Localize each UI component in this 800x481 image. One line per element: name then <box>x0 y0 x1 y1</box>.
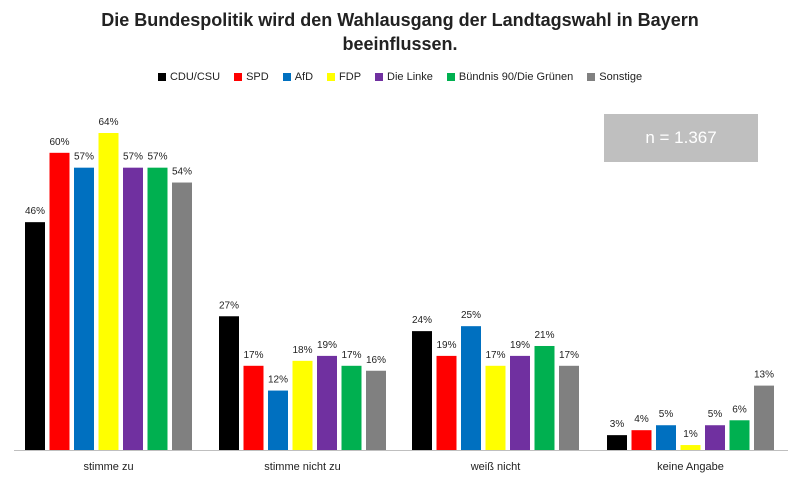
value-label-b-ndnis-90-die-gr-nen-keine-angabe: 6% <box>732 404 747 415</box>
bar-spd-stimme-zu <box>49 152 70 450</box>
legend-item-spd: SPD <box>234 71 269 83</box>
bar-die-linke-wei-nicht <box>510 355 530 450</box>
bar-afd-wei-nicht <box>461 326 481 450</box>
bar-spd-keine-angabe <box>631 430 652 450</box>
value-label-afd-stimme-nicht-zu: 12% <box>268 375 288 386</box>
value-label-cdu-csu-stimme-nicht-zu: 27% <box>219 300 239 311</box>
bar-spd-wei-nicht <box>436 355 457 450</box>
legend-item-fdp: FDP <box>327 71 361 83</box>
bar-die-linke-keine-angabe <box>705 425 725 450</box>
legend-swatch-fdp <box>327 73 336 81</box>
value-label-spd-keine-angabe: 4% <box>634 414 649 425</box>
value-label-spd-stimme-zu: 60% <box>49 137 69 148</box>
bar-sonstige-keine-angabe <box>754 385 774 450</box>
bar-b-ndnis-90-die-gr-nen-keine-angabe <box>729 420 750 450</box>
legend-item-linke: Die Linke <box>375 71 433 83</box>
bar-cdu-csu-stimme-zu <box>25 222 45 450</box>
value-label-fdp-stimme-zu: 64% <box>98 117 118 128</box>
value-label-sonstige-stimme-nicht-zu: 16% <box>366 355 386 366</box>
value-label-die-linke-wei-nicht: 19% <box>510 340 530 351</box>
bar-b-ndnis-90-die-gr-nen-stimme-zu <box>147 167 168 450</box>
bar-fdp-keine-angabe <box>680 445 701 450</box>
value-label-b-ndnis-90-die-gr-nen-wei-nicht: 21% <box>534 330 554 341</box>
legend-label-afd: AfD <box>294 71 314 83</box>
value-label-fdp-keine-angabe: 1% <box>683 429 698 440</box>
chart-title-line-2: beeinflussen. <box>342 34 458 54</box>
bar-b-ndnis-90-die-gr-nen-stimme-nicht-zu <box>341 365 362 450</box>
bar-cdu-csu-wei-nicht <box>412 331 432 450</box>
legend-label-cducsu: CDU/CSU <box>169 71 221 83</box>
value-label-die-linke-keine-angabe: 5% <box>708 409 723 420</box>
legend-swatch-gruene <box>446 73 455 81</box>
bar-afd-stimme-nicht-zu <box>268 390 288 450</box>
legend-swatch-linke <box>375 73 384 81</box>
value-label-cdu-csu-wei-nicht: 24% <box>412 315 432 326</box>
legend-swatch-sonstige <box>587 73 596 81</box>
category-labels-group: stimme zu stimme nicht zu weiß nicht keine … <box>83 461 723 473</box>
category-label-stimme-zu: stimme zu <box>83 461 133 473</box>
chart-title-line-1: Die Bundespolitik wird den Wahlausgang d… <box>101 10 699 30</box>
value-labels-group: 46% 60% 57% 64% 57% 57% 54% 27% 17% 12% 18% 19% 17% 1… <box>25 117 774 440</box>
value-label-b-ndnis-90-die-gr-nen-stimme-nicht-zu: 17% <box>341 350 361 361</box>
legend-label-sonstige: Sonstige <box>599 71 643 83</box>
value-label-sonstige-stimme-zu: 54% <box>172 167 192 178</box>
legend-swatch-spd <box>234 73 243 81</box>
bar-die-linke-stimme-nicht-zu <box>317 355 337 450</box>
sample-size-text: n = 1.367 <box>645 128 717 147</box>
bar-cdu-csu-stimme-nicht-zu <box>219 316 239 450</box>
legend-label-linke: Die Linke <box>387 71 433 83</box>
legend-label-spd: SPD <box>246 71 269 83</box>
category-label-wei-nicht: weiß nicht <box>470 461 521 473</box>
legend-item-gruene: Bündnis 90/Die Grünen <box>446 71 574 83</box>
legend-label-fdp: FDP <box>339 71 362 83</box>
value-label-afd-stimme-zu: 57% <box>74 152 94 163</box>
value-label-cdu-csu-stimme-zu: 46% <box>25 206 45 217</box>
value-label-fdp-wei-nicht: 17% <box>485 350 505 361</box>
value-label-b-ndnis-90-die-gr-nen-stimme-zu: 57% <box>147 152 167 163</box>
value-label-sonstige-keine-angabe: 13% <box>754 370 774 381</box>
bar-die-linke-stimme-zu <box>123 167 143 450</box>
value-label-die-linke-stimme-nicht-zu: 19% <box>317 340 337 351</box>
bar-sonstige-stimme-nicht-zu <box>366 370 386 450</box>
bar-fdp-stimme-nicht-zu <box>292 360 313 450</box>
value-label-sonstige-wei-nicht: 17% <box>559 350 579 361</box>
bar-sonstige-wei-nicht <box>559 365 579 450</box>
value-label-spd-wei-nicht: 19% <box>436 340 456 351</box>
value-label-afd-keine-angabe: 5% <box>659 409 674 420</box>
bar-cdu-csu-keine-angabe <box>607 435 627 450</box>
value-label-afd-wei-nicht: 25% <box>461 310 481 321</box>
legend-item-cducsu: CDU/CSU <box>157 71 221 83</box>
legend-swatch-cducsu <box>157 73 166 81</box>
value-label-die-linke-stimme-zu: 57% <box>123 152 143 163</box>
chart-legend: CDU/CSU SPD AfD FDP Die Linke Bündnis 90… <box>0 71 800 83</box>
category-label-stimme-nicht-zu: stimme nicht zu <box>264 461 340 473</box>
value-label-cdu-csu-keine-angabe: 3% <box>610 419 625 430</box>
bar-spd-stimme-nicht-zu <box>243 365 264 450</box>
chart-title: Die Bundespolitik wird den Wahlausgang d… <box>60 8 740 56</box>
legend-item-sonstige: Sonstige <box>587 71 642 83</box>
legend-swatch-afd <box>282 73 291 81</box>
value-label-fdp-stimme-nicht-zu: 18% <box>292 345 312 356</box>
bar-fdp-wei-nicht <box>485 365 506 450</box>
bar-sonstige-stimme-zu <box>172 182 192 450</box>
category-label-keine-angabe: keine Angabe <box>657 461 724 473</box>
bars-group <box>25 133 774 450</box>
bar-afd-stimme-zu <box>74 167 94 450</box>
sample-size-box: n = 1.367 <box>604 114 758 162</box>
legend-item-afd: AfD <box>282 71 314 83</box>
bar-b-ndnis-90-die-gr-nen-wei-nicht <box>534 345 555 450</box>
bar-fdp-stimme-zu <box>98 133 119 450</box>
value-label-spd-stimme-nicht-zu: 17% <box>243 350 263 361</box>
legend-label-gruene: Bündnis 90/Die Grünen <box>458 71 574 83</box>
bar-afd-keine-angabe <box>656 425 676 450</box>
